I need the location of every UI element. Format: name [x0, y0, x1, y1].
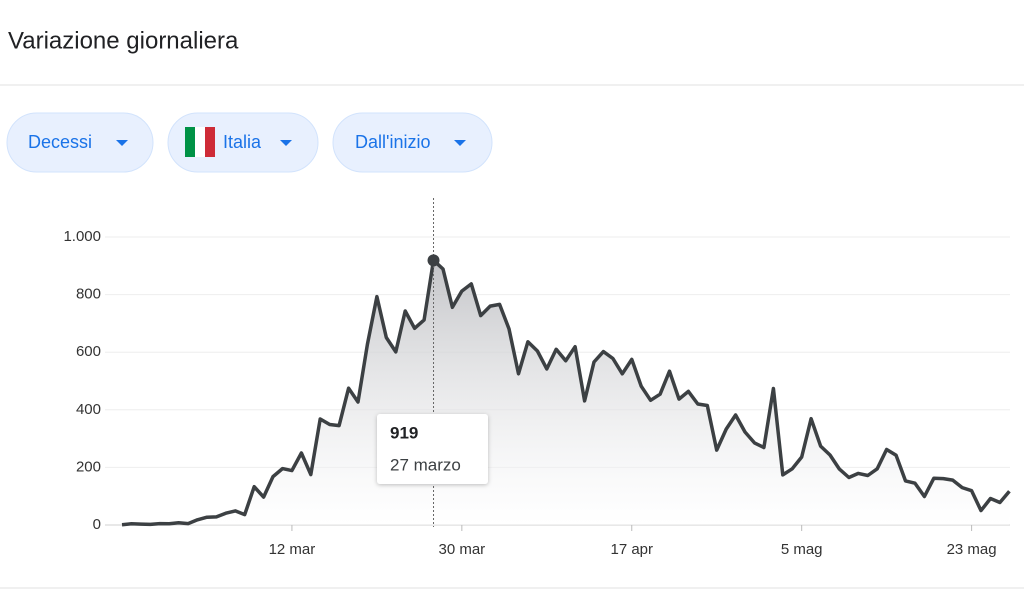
hover-point — [427, 254, 440, 267]
flag-icon — [185, 127, 215, 157]
tooltip-box — [377, 414, 488, 484]
y-tick-label: 400 — [76, 401, 101, 418]
dropdown-arrow — [116, 140, 128, 146]
filter-button[interactable] — [332, 112, 493, 173]
filter-label: Italia — [223, 132, 262, 152]
y-tick-label: 200 — [76, 458, 101, 475]
y-tick-label: 800 — [76, 286, 101, 303]
filter-country[interactable]: Italia — [167, 112, 319, 173]
tooltip-value: 919 — [390, 423, 418, 442]
filter-period[interactable]: Dall'inizio — [332, 112, 493, 173]
y-tick-label: 600 — [76, 343, 101, 360]
y-tick-label: 1.000 — [63, 228, 101, 245]
x-tick-label: 23 mag — [947, 541, 997, 558]
x-tick-label: 30 mar — [438, 541, 485, 558]
tooltip-date: 27 marzo — [390, 455, 461, 474]
tooltip: 919 27 marzo — [377, 414, 488, 484]
dropdown-arrow — [280, 140, 292, 146]
filter-label: Dall'inizio — [355, 132, 430, 152]
plot: 0 200 400 600 800 1.000 12 mar 30 mar 17 apr 5 ma… — [63, 198, 1011, 558]
area — [122, 260, 1010, 525]
x-tick-label: 5 mag — [781, 541, 823, 558]
page-title: Variazione giornaliera — [8, 27, 239, 54]
x-tick-label: 17 apr — [610, 541, 653, 558]
y-tick-label: 0 — [93, 516, 101, 533]
line — [121, 258, 1011, 527]
filter-button[interactable] — [6, 112, 154, 173]
dropdown-arrow — [454, 140, 466, 146]
filter-label: Decessi — [28, 132, 92, 152]
filter-decessi[interactable]: Decessi — [6, 112, 154, 173]
x-tick-label: 12 mar — [269, 541, 316, 558]
